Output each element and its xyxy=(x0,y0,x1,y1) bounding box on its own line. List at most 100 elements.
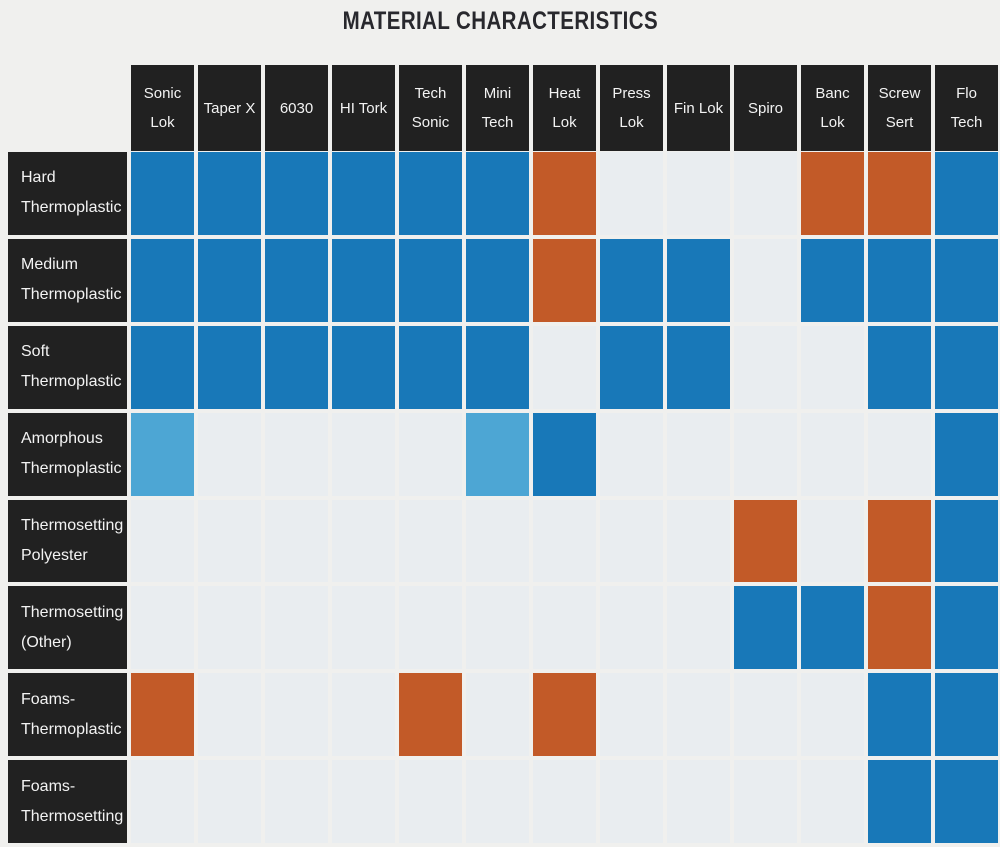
matrix-cell-empty xyxy=(533,499,596,583)
matrix-cell-blue xyxy=(332,152,395,235)
matrix-cell-empty xyxy=(265,760,328,843)
matrix-cell-empty xyxy=(265,673,328,757)
row-header-label: Thermosetting Polyester xyxy=(21,516,124,564)
matrix-cell-blue xyxy=(935,586,998,670)
matrix-cell-empty xyxy=(466,499,529,583)
matrix-cell-empty xyxy=(466,586,529,670)
matrix-cell-blue xyxy=(466,152,529,235)
column-header: Screw Sert xyxy=(868,65,931,151)
matrix-cell-blue xyxy=(198,152,261,235)
matrix-cell-orange xyxy=(533,152,596,235)
page-title: MATERIAL CHARACTERISTICS xyxy=(342,7,658,35)
row-header-label: Medium Thermoplastic xyxy=(21,256,122,304)
matrix-cell-empty xyxy=(600,586,663,670)
row-header-label: Foams-Thermosetting xyxy=(21,777,124,825)
matrix-cell-blue xyxy=(667,325,730,409)
row-header: Foams-Thermoplastic xyxy=(8,673,127,757)
matrix-cell-blue xyxy=(600,325,663,409)
matrix-cell-blue xyxy=(935,760,998,843)
column-header: Mini Tech xyxy=(466,65,529,151)
column-header: Flo Tech xyxy=(935,65,998,151)
matrix-cell-empty xyxy=(734,760,797,843)
matrix-cell-empty xyxy=(533,325,596,409)
matrix-cell-blue xyxy=(868,760,931,843)
matrix-cell-blue xyxy=(801,238,864,322)
matrix-cell-empty xyxy=(801,760,864,843)
matrix-cell-blue xyxy=(131,325,194,409)
matrix-cell-blue xyxy=(332,325,395,409)
matrix-cell-empty xyxy=(198,412,261,496)
matrix-cell-blue xyxy=(265,152,328,235)
matrix-cell-orange xyxy=(533,238,596,322)
row-header: Hard Thermoplastic xyxy=(8,152,127,235)
matrix-cell-empty xyxy=(600,499,663,583)
matrix-cell-empty xyxy=(332,412,395,496)
column-header: Spiro xyxy=(734,65,797,151)
matrix-cell-blue xyxy=(198,238,261,322)
row-header: Thermosetting (Other) xyxy=(8,586,127,670)
matrix-cell-empty xyxy=(131,586,194,670)
column-header: 6030 xyxy=(265,65,328,151)
column-header: HI Tork xyxy=(332,65,395,151)
matrix-cell-orange xyxy=(399,673,462,757)
matrix-cell-empty xyxy=(399,586,462,670)
matrix-cell-empty xyxy=(131,760,194,843)
matrix-cell-empty xyxy=(667,760,730,843)
matrix-cell-blue xyxy=(265,325,328,409)
matrix-cell-lightblue xyxy=(131,412,194,496)
matrix-cell-blue xyxy=(935,238,998,322)
matrix-cell-empty xyxy=(734,238,797,322)
matrix-cell-blue xyxy=(399,325,462,409)
matrix-cell-empty xyxy=(198,586,261,670)
matrix-cell-empty xyxy=(466,673,529,757)
matrix-cell-blue xyxy=(868,673,931,757)
matrix-cell-blue xyxy=(600,238,663,322)
row-header-label: Foams-Thermoplastic xyxy=(21,690,122,738)
matrix-cell-blue xyxy=(868,238,931,322)
matrix-cell-blue xyxy=(466,325,529,409)
matrix-cell-empty xyxy=(265,499,328,583)
row-header-label: Soft Thermoplastic xyxy=(21,343,122,391)
matrix-cell-blue xyxy=(131,238,194,322)
matrix-cell-lightblue xyxy=(466,412,529,496)
matrix-cell-blue xyxy=(734,586,797,670)
matrix-cell-blue xyxy=(332,238,395,322)
row-header-label: Thermosetting (Other) xyxy=(21,603,124,651)
matrix-cell-empty xyxy=(734,152,797,235)
matrix-cell-empty xyxy=(533,760,596,843)
matrix-cell-empty xyxy=(198,673,261,757)
matrix-cell-blue xyxy=(265,238,328,322)
matrix-cell-empty xyxy=(600,152,663,235)
column-header: Fin Lok xyxy=(667,65,730,151)
matrix-cell-orange xyxy=(734,499,797,583)
row-header: Thermosetting Polyester xyxy=(8,499,127,583)
matrix-cell-empty xyxy=(265,412,328,496)
matrix-cell-empty xyxy=(265,586,328,670)
matrix-cell-empty xyxy=(399,499,462,583)
column-header: Banc Lok xyxy=(801,65,864,151)
matrix-cell-blue xyxy=(399,152,462,235)
matrix-cell-blue xyxy=(801,586,864,670)
matrix-cell-orange xyxy=(801,152,864,235)
matrix-cell-orange xyxy=(533,673,596,757)
matrix-cell-empty xyxy=(734,673,797,757)
row-header: Soft Thermoplastic xyxy=(8,325,127,409)
matrix-cell-empty xyxy=(198,760,261,843)
row-header: Amorphous Thermoplastic xyxy=(8,412,127,496)
matrix-cell-empty xyxy=(600,760,663,843)
row-header-label: Hard Thermoplastic xyxy=(21,169,122,217)
matrix-cell-empty xyxy=(667,586,730,670)
row-header: Foams-Thermosetting xyxy=(8,760,127,843)
column-header: Tech Sonic xyxy=(399,65,462,151)
column-header: Heat Lok xyxy=(533,65,596,151)
matrix-cell-empty xyxy=(667,412,730,496)
matrix-cell-empty xyxy=(131,499,194,583)
matrix-cell-empty xyxy=(399,412,462,496)
matrix-cell-empty xyxy=(667,673,730,757)
matrix-cell-empty xyxy=(667,152,730,235)
row-headers: Hard Thermoplastic Medium Thermoplastic So… xyxy=(8,152,127,843)
matrix-cell-empty xyxy=(801,325,864,409)
column-headers: Sonic Lok Taper X 6030 HI Tork Tech Sonic Min… xyxy=(131,65,998,151)
matrix-cell-blue xyxy=(935,673,998,757)
